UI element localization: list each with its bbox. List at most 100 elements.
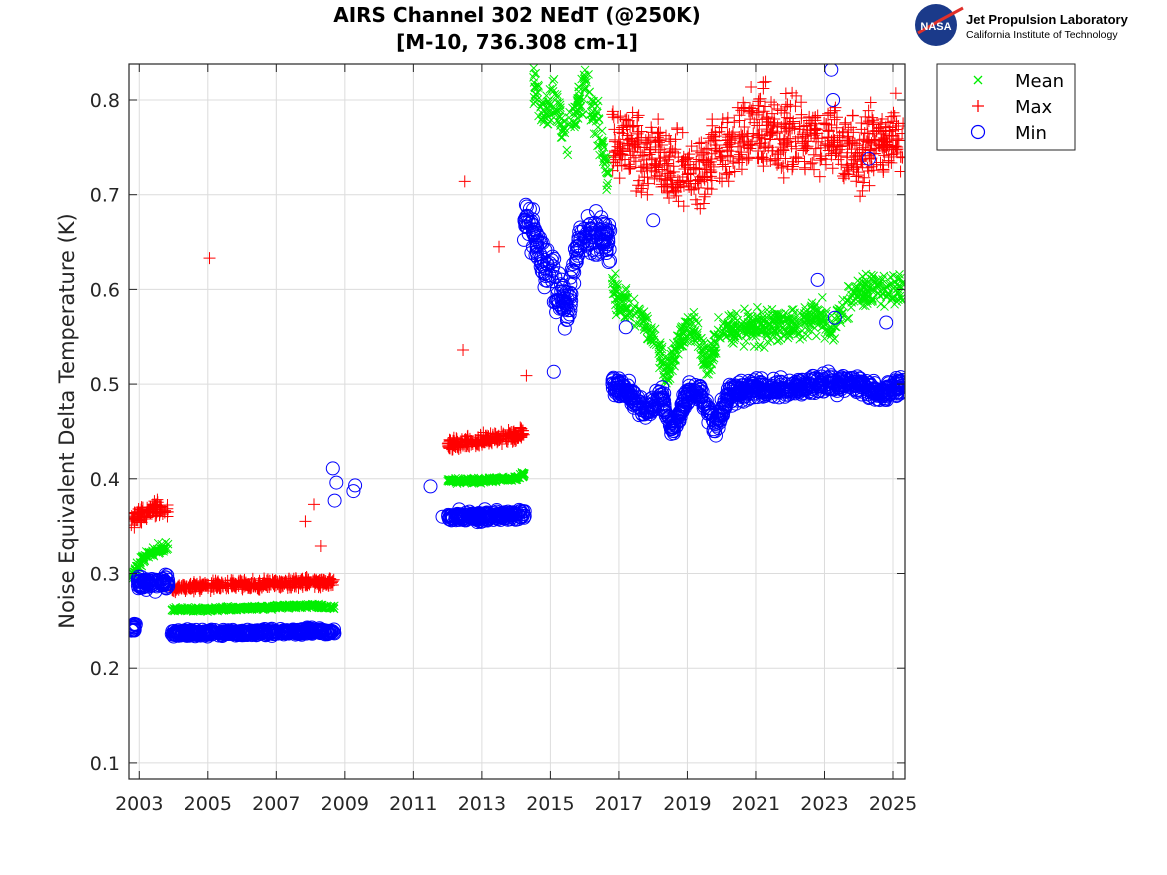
max-marker [713, 145, 726, 158]
max-marker [862, 165, 875, 178]
max-marker [885, 148, 898, 161]
max-marker [761, 119, 774, 132]
max-marker [282, 578, 295, 591]
max-marker [694, 202, 707, 215]
max-marker [867, 118, 880, 131]
max-marker [666, 178, 679, 191]
max-marker [875, 134, 888, 147]
max-marker [846, 109, 859, 122]
max-marker [765, 126, 778, 139]
max-marker [149, 510, 162, 523]
max-marker [870, 142, 883, 155]
max-marker [469, 436, 482, 449]
max-marker [781, 98, 794, 111]
max-marker [719, 160, 732, 173]
max-marker [795, 96, 808, 109]
max-marker [689, 177, 702, 190]
max-marker [632, 109, 645, 122]
max-marker [652, 136, 665, 149]
max-marker [714, 150, 727, 163]
max-marker [745, 80, 758, 93]
max-marker [685, 140, 698, 153]
max-marker [797, 144, 810, 157]
max-marker [842, 164, 855, 177]
max-marker [666, 145, 679, 158]
max-marker [302, 576, 315, 589]
max-marker [663, 191, 676, 204]
max-marker [759, 100, 772, 113]
max-marker [777, 171, 790, 184]
max-marker [837, 125, 850, 138]
max-marker [802, 135, 815, 148]
max-marker [841, 161, 854, 174]
max-marker [760, 152, 773, 165]
max-marker [864, 96, 877, 109]
max-marker [688, 182, 701, 195]
max-marker [679, 159, 692, 172]
max-marker [652, 113, 665, 126]
max-marker [757, 105, 770, 118]
max-marker [784, 99, 797, 112]
max-marker [205, 580, 218, 593]
max-marker [727, 157, 740, 170]
max-marker [766, 144, 779, 157]
max-marker [779, 152, 792, 165]
max-marker [829, 101, 842, 114]
max-marker [866, 111, 879, 124]
max-marker [753, 92, 766, 105]
max-marker [786, 86, 799, 99]
max-marker [606, 164, 619, 177]
max-marker [630, 185, 643, 197]
max-marker [788, 122, 801, 135]
max-marker [705, 183, 718, 196]
max-marker [616, 148, 629, 161]
max-marker [516, 424, 529, 437]
max-marker [889, 87, 902, 100]
nasa-badge-text: NASA [920, 21, 951, 33]
max-marker [856, 184, 869, 197]
max-marker [713, 172, 726, 185]
max-marker [778, 107, 791, 120]
max-marker [256, 577, 269, 590]
max-marker [148, 495, 161, 508]
max-marker [756, 113, 769, 126]
max-marker [464, 435, 477, 448]
max-marker [801, 126, 814, 139]
max-marker [641, 136, 654, 149]
max-marker [877, 163, 890, 176]
max-marker [732, 150, 745, 163]
max-marker [892, 134, 905, 147]
max-marker [693, 153, 706, 166]
max-marker [764, 129, 777, 142]
max-marker [673, 176, 686, 189]
max-marker [638, 171, 651, 184]
max-marker [814, 154, 827, 167]
max-marker [830, 111, 843, 124]
max-marker [885, 110, 898, 123]
max-marker [715, 121, 728, 134]
max-marker [462, 439, 475, 452]
max-marker [142, 503, 155, 516]
max-marker [481, 433, 494, 446]
max-marker [857, 176, 870, 189]
max-marker [781, 111, 794, 124]
max-marker [292, 577, 305, 590]
max-marker [735, 104, 748, 117]
max-marker [208, 577, 221, 590]
max-marker [790, 151, 803, 164]
max-marker [488, 433, 501, 446]
max-marker [643, 148, 656, 161]
max-marker [744, 113, 757, 126]
max-marker [772, 148, 785, 161]
max-marker [161, 505, 174, 518]
data-marks [129, 64, 905, 644]
max-marker [515, 430, 528, 443]
max-marker [635, 186, 648, 199]
max-marker [840, 159, 853, 172]
max-marker [721, 149, 734, 162]
max-marker [641, 188, 654, 201]
max-marker [193, 582, 206, 595]
max-marker [845, 143, 858, 156]
max-marker [830, 146, 843, 159]
max-marker [180, 580, 193, 593]
